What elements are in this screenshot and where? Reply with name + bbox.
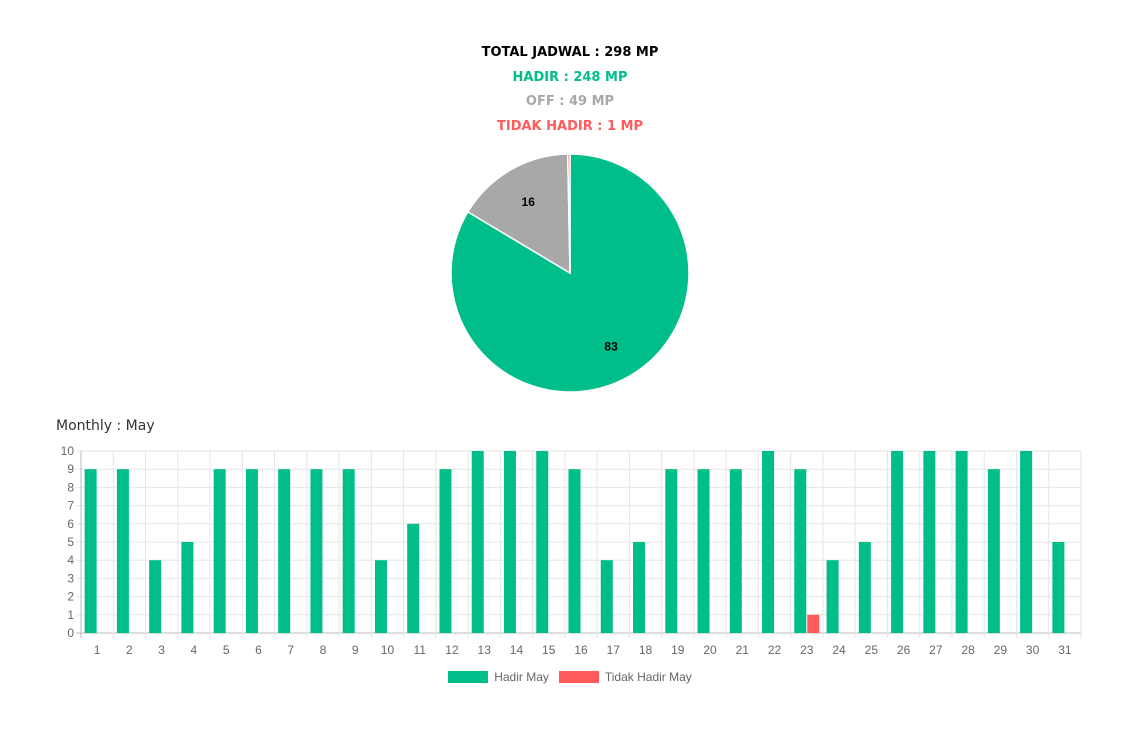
- pie-slice[interactable]: [450, 153, 690, 393]
- x-tick-label: 5: [223, 643, 230, 657]
- bar[interactable]: [1052, 542, 1065, 633]
- x-tick-label: 17: [607, 643, 621, 657]
- bar[interactable]: [729, 469, 742, 633]
- monthly-title: Monthly : May: [56, 418, 155, 434]
- x-tick-label: 31: [1058, 643, 1072, 657]
- pie-slice-label: 83: [604, 339, 618, 353]
- x-tick-label: 6: [255, 643, 262, 657]
- y-tick-label: 3: [67, 571, 74, 585]
- x-tick-label: 21: [736, 643, 750, 657]
- x-tick-label: 8: [320, 643, 327, 657]
- bar[interactable]: [762, 451, 775, 633]
- x-tick-label: 28: [961, 643, 975, 657]
- x-tick-label: 9: [352, 643, 359, 657]
- x-tick-label: 2: [126, 643, 133, 657]
- x-tick-label: 25: [865, 643, 879, 657]
- x-tick-label: 12: [445, 643, 459, 657]
- legend-label-tidak-hadir: Tidak Hadir May: [604, 670, 692, 684]
- bar[interactable]: [858, 542, 871, 633]
- bar[interactable]: [181, 542, 194, 633]
- x-tick-label: 22: [768, 643, 782, 657]
- attendance-pie-chart: 83 16: [450, 153, 690, 393]
- y-tick-label: 9: [67, 462, 74, 476]
- bar[interactable]: [826, 560, 839, 633]
- bar[interactable]: [568, 469, 581, 633]
- bar[interactable]: [503, 451, 516, 633]
- x-tick-label: 15: [542, 643, 556, 657]
- bar[interactable]: [1020, 451, 1033, 633]
- bar[interactable]: [536, 451, 549, 633]
- off-label: OFF : 49 MP: [525, 94, 615, 109]
- x-tick-label: 11: [413, 643, 426, 657]
- bar[interactable]: [374, 560, 387, 633]
- x-tick-label: 20: [703, 643, 717, 657]
- bar[interactable]: [807, 614, 820, 633]
- pie-slice[interactable]: [466, 153, 571, 275]
- x-tick-label: 23: [800, 643, 814, 657]
- x-tick-label: 19: [671, 643, 685, 657]
- bar[interactable]: [600, 560, 613, 633]
- bar[interactable]: [697, 469, 710, 633]
- bar[interactable]: [955, 451, 968, 633]
- y-tick-label: 4: [67, 553, 74, 567]
- y-tick-label: 0: [67, 626, 74, 640]
- y-tick-label: 5: [67, 535, 74, 549]
- present-label: HADIR : 248 MP: [512, 69, 628, 85]
- x-tick-label: 27: [929, 643, 943, 657]
- bar[interactable]: [891, 451, 904, 633]
- y-tick-label: 2: [67, 590, 74, 604]
- x-tick-label: 24: [832, 643, 846, 657]
- y-tick-label: 10: [61, 444, 75, 458]
- x-tick-label: 10: [381, 643, 395, 657]
- bar[interactable]: [278, 469, 291, 633]
- x-tick-label: 29: [994, 643, 1008, 657]
- y-tick-label: 8: [67, 480, 74, 494]
- legend-swatch-tidak-hadir: [558, 671, 599, 683]
- x-tick-label: 1: [94, 643, 101, 657]
- bar[interactable]: [665, 469, 678, 633]
- x-tick-label: 26: [897, 643, 911, 657]
- bar[interactable]: [633, 542, 646, 633]
- pie-slice[interactable]: [566, 153, 571, 274]
- total-schedule-label: TOTAL JADWAL : 298 MP: [481, 45, 659, 60]
- bar[interactable]: [407, 523, 420, 633]
- legend-item-hadir[interactable]: Hadir May: [448, 670, 549, 684]
- bar[interactable]: [84, 469, 97, 633]
- legend-item-tidak-hadir[interactable]: Tidak Hadir May: [558, 670, 692, 684]
- x-tick-label: 16: [574, 643, 588, 657]
- bar[interactable]: [342, 469, 355, 633]
- bar[interactable]: [149, 560, 162, 633]
- bar[interactable]: [213, 469, 226, 633]
- x-tick-label: 4: [191, 643, 198, 657]
- x-tick-label: 14: [510, 643, 524, 657]
- absent-label: TIDAK HADIR : 1 MP: [496, 118, 644, 134]
- bar[interactable]: [987, 469, 1000, 633]
- attendance-summary: TOTAL JADWAL : 298 MP HADIR : 248 MP OFF…: [0, 42, 1140, 140]
- bar[interactable]: [310, 469, 323, 633]
- y-tick-label: 6: [67, 517, 74, 531]
- legend-label-hadir: Hadir May: [494, 670, 549, 684]
- bar[interactable]: [439, 469, 452, 633]
- bar[interactable]: [794, 469, 807, 633]
- bar[interactable]: [923, 451, 936, 633]
- x-tick-label: 18: [639, 643, 653, 657]
- pie-slice-label: 16: [522, 195, 536, 209]
- legend-swatch-hadir: [448, 671, 489, 683]
- x-tick-label: 3: [158, 643, 165, 657]
- bar[interactable]: [116, 469, 129, 633]
- bar[interactable]: [245, 469, 258, 633]
- y-tick-label: 1: [67, 608, 74, 622]
- x-tick-label: 13: [478, 643, 492, 657]
- y-tick-label: 7: [67, 499, 74, 513]
- bar[interactable]: [471, 451, 484, 633]
- x-tick-label: 30: [1026, 643, 1040, 657]
- chart-legend: Hadir May Tidak Hadir May: [0, 670, 1140, 684]
- x-tick-label: 7: [287, 643, 294, 657]
